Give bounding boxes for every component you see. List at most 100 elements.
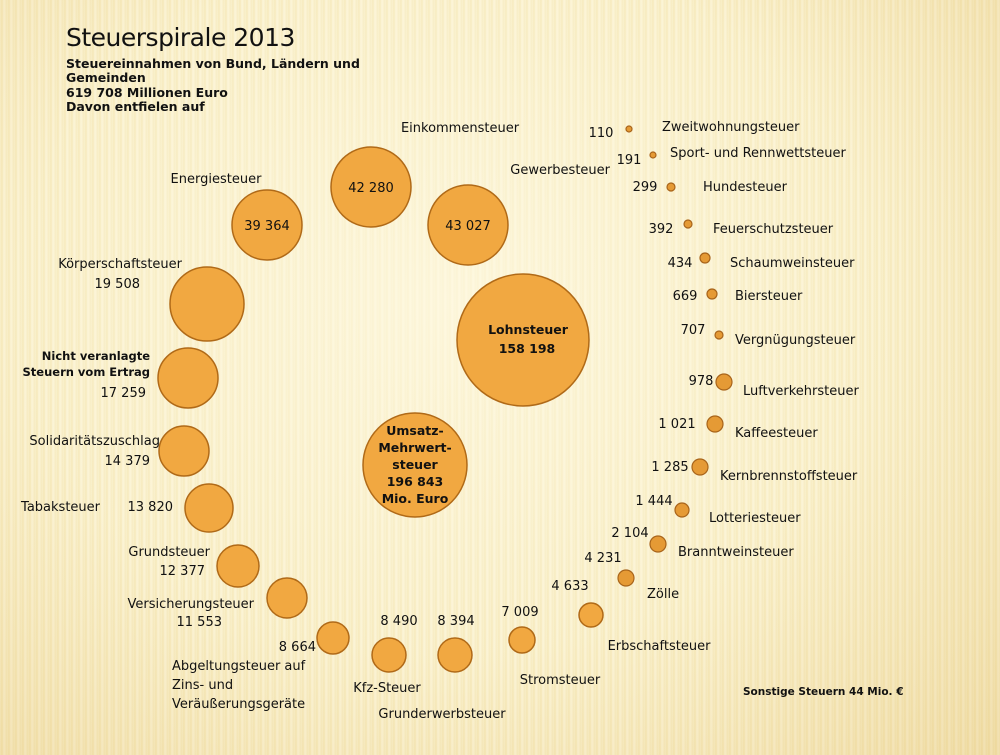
bubble-einkommensteuer bbox=[330, 146, 412, 228]
title-block: Steuerspirale 2013 Steuereinnahmen von B… bbox=[66, 23, 360, 114]
chart-subtitle-line-1: Steuereinnahmen von Bund, Ländern und bbox=[66, 55, 360, 71]
bubble-group-tabaksteuer: Tabaksteuer 13 820 bbox=[20, 483, 234, 533]
bubble-group-zweitwohnungsteuer: Zweitwohnungsteuer 110 bbox=[589, 120, 801, 141]
label-grundsteuer: Grundsteuer bbox=[128, 545, 210, 560]
value-lotteriesteuer: 1 444 bbox=[635, 494, 672, 509]
label-zoelle: Zölle bbox=[647, 587, 679, 602]
value-feuerschutzsteuer: 392 bbox=[649, 222, 674, 237]
value-kfz-steuer: 8 490 bbox=[380, 614, 417, 629]
bubble-label-umsatz-mehrwertsteuer-3: 196 843 bbox=[387, 474, 444, 489]
chart-subtitle-line-2: Gemeinden bbox=[66, 70, 146, 86]
label-abgeltungsteuer-auf-zins-und-veraeusserungsgeraete-2: Veräußerungsgeräte bbox=[172, 697, 305, 712]
value-vergnuegungsteuer: 707 bbox=[681, 323, 706, 338]
bubble-label-umsatz-mehrwertsteuer-0: Umsatz- bbox=[386, 423, 444, 438]
bubble-luftverkehrsteuer bbox=[715, 373, 733, 391]
bubble-zoelle bbox=[617, 569, 635, 587]
value-zweitwohnungsteuer: 110 bbox=[589, 126, 614, 141]
bubble-group-kaffeesteuer: Kaffeesteuer 1 021 bbox=[658, 415, 818, 441]
bubble-group-grundsteuer: Grundsteuer 12 377 bbox=[128, 544, 260, 588]
value-kaffeesteuer: 1 021 bbox=[658, 417, 695, 432]
bubble-group-kfz-steuer: Kfz-Steuer 8 490 bbox=[353, 614, 421, 696]
bubble-group-sport-und-rennwettsteuer: Sport- und Rennwettsteuer 191 bbox=[617, 146, 847, 168]
value-sport-und-rennwettsteuer: 191 bbox=[617, 153, 642, 168]
label-kaffeesteuer: Kaffeesteuer bbox=[735, 426, 818, 441]
value-energiesteuer: 39 364 bbox=[244, 219, 290, 234]
label-lotteriesteuer: Lotteriesteuer bbox=[709, 511, 801, 526]
label-nicht-veranlagte-steuern-vom-ertrag-0: Nicht veranlagte bbox=[42, 349, 150, 363]
bubble-vergnuegungsteuer bbox=[714, 330, 724, 340]
value-hundesteuer: 299 bbox=[633, 180, 658, 195]
bubble-sport-und-rennwettsteuer bbox=[649, 151, 657, 159]
bubble-group-gewerbesteuer: Gewerbesteuer 43 027 bbox=[427, 163, 611, 266]
value-kernbrennstoffsteuer: 1 285 bbox=[651, 460, 688, 475]
bubble-group-hundesteuer: Hundesteuer 299 bbox=[633, 180, 788, 195]
bubble-koerperschaftsteuer bbox=[169, 266, 245, 342]
chart-subtitle-total: 619 708 Millionen Euro bbox=[66, 84, 228, 100]
label-tabaksteuer: Tabaksteuer bbox=[20, 500, 101, 515]
bubble-solidaritaetszuschlag bbox=[158, 425, 210, 477]
bubble-tabaksteuer bbox=[184, 483, 234, 533]
bubble-label-umsatz-mehrwertsteuer-1: Mehrwert- bbox=[378, 440, 451, 455]
bubble-lotteriesteuer bbox=[674, 502, 690, 518]
label-energiesteuer: Energiesteuer bbox=[171, 172, 263, 187]
bubble-group-nicht-veranlagte-steuern-vom-ertrag: Nicht veranlagte Steuern vom Ertrag 17 259 bbox=[23, 347, 219, 409]
bubble-lohnsteuer bbox=[456, 273, 590, 407]
value-schaumweinsteuer: 434 bbox=[668, 256, 693, 271]
label-abgeltungsteuer-auf-zins-und-veraeusserungsgeraete-0: Abgeltungsteuer auf bbox=[172, 659, 306, 674]
bubble-feuerschutzsteuer bbox=[683, 219, 693, 229]
value-branntweinsteuer: 2 104 bbox=[611, 526, 648, 541]
label-schaumweinsteuer: Schaumweinsteuer bbox=[730, 256, 855, 271]
bubble-group-kernbrennstoffsteuer: Kernbrennstoffsteuer 1 285 bbox=[651, 458, 858, 484]
label-solidaritaetszuschlag: Solidaritätszuschlag bbox=[29, 434, 160, 449]
bubble-label-umsatz-mehrwertsteuer-4: Mio. Euro bbox=[382, 491, 449, 506]
value-tabaksteuer: 13 820 bbox=[128, 500, 174, 515]
bubble-schaumweinsteuer bbox=[699, 252, 711, 264]
bubble-group-vergnuegungsteuer: Vergnügungsteuer 707 bbox=[681, 323, 856, 348]
bubble-kaffeesteuer bbox=[706, 415, 724, 433]
bubble-group-lohnsteuer: Lohnsteuer 158 198 bbox=[456, 273, 590, 407]
label-hundesteuer: Hundesteuer bbox=[703, 180, 788, 195]
bubble-biersteuer bbox=[706, 288, 718, 300]
label-kernbrennstoffsteuer: Kernbrennstoffsteuer bbox=[720, 469, 858, 484]
bubble-grunderwerbsteuer bbox=[437, 637, 473, 673]
bubble-group-einkommensteuer: Einkommensteuer 42 280 bbox=[330, 121, 520, 228]
bubble-group-stromsteuer: Stromsteuer 7 009 bbox=[501, 605, 600, 688]
value-gewerbesteuer: 43 027 bbox=[445, 219, 491, 234]
bubble-group-schaumweinsteuer: Schaumweinsteuer 434 bbox=[668, 252, 855, 271]
value-zoelle: 4 231 bbox=[584, 551, 621, 566]
value-solidaritaetszuschlag: 14 379 bbox=[105, 454, 151, 469]
bubble-grundsteuer bbox=[216, 544, 260, 588]
bubble-erbschaftsteuer bbox=[578, 602, 604, 628]
bubble-branntweinsteuer bbox=[649, 535, 667, 553]
label-abgeltungsteuer-auf-zins-und-veraeusserungsgeraete-1: Zins- und bbox=[172, 678, 233, 693]
value-erbschaftsteuer: 4 633 bbox=[551, 579, 588, 594]
bubble-umsatz-mehrwertsteuer bbox=[362, 412, 468, 518]
label-nicht-veranlagte-steuern-vom-ertrag-1: Steuern vom Ertrag bbox=[23, 365, 151, 379]
value-einkommensteuer: 42 280 bbox=[348, 181, 394, 196]
bubble-group-solidaritaetszuschlag: Solidaritätszuschlag 14 379 bbox=[29, 425, 210, 477]
bubble-abgeltungsteuer-auf-zins-und-veraeusserungsgeraete bbox=[316, 621, 350, 655]
bubble-nicht-veranlagte-steuern-vom-ertrag bbox=[157, 347, 219, 409]
bubble-kernbrennstoffsteuer bbox=[691, 458, 709, 476]
value-grundsteuer: 12 377 bbox=[160, 564, 206, 579]
value-biersteuer: 669 bbox=[673, 289, 698, 304]
value-stromsteuer: 7 009 bbox=[501, 605, 538, 620]
label-feuerschutzsteuer: Feuerschutzsteuer bbox=[713, 222, 834, 237]
bubble-group-zoelle: Zölle 4 231 bbox=[584, 551, 679, 602]
bubble-group-energiesteuer: Energiesteuer 39 364 bbox=[171, 172, 303, 261]
bubble-group-lotteriesteuer: Lotteriesteuer 1 444 bbox=[635, 494, 801, 526]
bubble-label-umsatz-mehrwertsteuer-2: steuer bbox=[392, 457, 438, 472]
value-grunderwerbsteuer: 8 394 bbox=[437, 614, 474, 629]
value-koerperschaftsteuer: 19 508 bbox=[95, 277, 141, 292]
footnote: Sonstige Steuern 44 Mio. € bbox=[743, 686, 904, 698]
bubble-group-feuerschutzsteuer: Feuerschutzsteuer 392 bbox=[649, 219, 834, 237]
label-koerperschaftsteuer: Körperschaftsteuer bbox=[58, 257, 182, 272]
value-versicherungsteuer: 11 553 bbox=[177, 615, 223, 630]
bubble-hundesteuer bbox=[666, 182, 676, 192]
bubble-group-grunderwerbsteuer: Grunderwerbsteuer 8 394 bbox=[378, 614, 506, 722]
bubble-group-biersteuer: Biersteuer 669 bbox=[673, 288, 803, 304]
bubble-name-lohnsteuer: Lohnsteuer bbox=[488, 322, 569, 337]
bubble-group-abgeltungsteuer-auf-zins-und-veraeusserungsgeraete: Abgeltungsteuer auf Zins- und Veräußerungs… bbox=[172, 621, 350, 712]
chart-title: Steuerspirale 2013 bbox=[66, 23, 295, 52]
